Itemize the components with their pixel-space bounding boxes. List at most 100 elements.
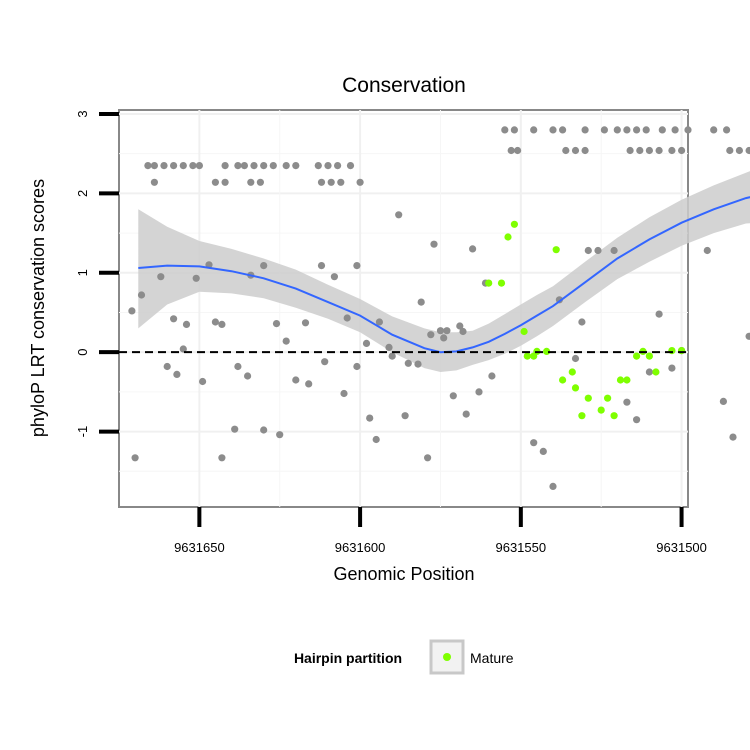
point (645, 146, 654, 155)
point (388, 352, 396, 360)
point (157, 273, 165, 281)
point (549, 482, 557, 490)
point (282, 337, 290, 345)
point (211, 318, 219, 326)
x-tick-label: 9631500 (656, 540, 707, 555)
point (642, 126, 650, 134)
point (623, 398, 631, 406)
y-tick-label: -1 (75, 426, 90, 438)
point (170, 315, 178, 323)
point (150, 178, 158, 186)
point (282, 162, 290, 170)
point (179, 162, 187, 170)
point (218, 454, 226, 462)
point (170, 162, 178, 170)
point (729, 433, 737, 441)
point (317, 262, 326, 270)
point (655, 146, 663, 155)
confidence-ribbon-layer (138, 171, 750, 372)
point (137, 291, 146, 299)
point (372, 435, 380, 444)
point (356, 178, 364, 186)
point (539, 447, 547, 455)
point (449, 392, 457, 400)
point (562, 146, 570, 155)
point (195, 162, 203, 170)
point (189, 162, 197, 170)
point (469, 245, 477, 253)
point (510, 126, 518, 134)
plot-panel (118, 109, 689, 508)
point (301, 319, 310, 327)
point (745, 146, 750, 155)
point (559, 126, 567, 134)
point (507, 146, 515, 155)
confidence-ribbon (138, 171, 750, 372)
point (131, 454, 139, 462)
point (571, 146, 580, 155)
point (305, 380, 313, 388)
x-axis-title: Genomic Position (333, 564, 474, 584)
point (404, 359, 412, 367)
point-mature (543, 347, 551, 355)
point (671, 126, 679, 134)
point (658, 126, 666, 134)
point (633, 126, 641, 134)
point (346, 162, 355, 170)
point (327, 178, 335, 186)
point (584, 246, 592, 255)
point-mature (604, 394, 612, 402)
point (530, 439, 538, 447)
point (745, 332, 750, 340)
point (244, 372, 252, 380)
point (276, 431, 284, 439)
point (340, 389, 348, 398)
point (594, 246, 602, 255)
point (260, 262, 268, 270)
loess-smooth-line (138, 196, 750, 354)
point (668, 364, 676, 372)
point (488, 372, 496, 380)
point-mature (652, 368, 660, 376)
point (272, 320, 281, 328)
y-tick-label: 3 (75, 110, 90, 117)
point (240, 162, 248, 170)
point (581, 126, 589, 134)
x-tick-label: 9631600 (335, 540, 386, 555)
point (462, 410, 470, 418)
point (150, 162, 158, 170)
point (317, 178, 326, 186)
point (475, 388, 483, 396)
point (362, 339, 371, 347)
point-mature (510, 220, 518, 228)
point (128, 307, 136, 315)
point (321, 358, 329, 366)
point (735, 146, 744, 155)
point (385, 343, 393, 351)
y-tick-label: 2 (75, 190, 90, 197)
y-axis-title: phyloP LRT conservation scores (28, 179, 48, 437)
point (218, 320, 226, 328)
point (144, 162, 152, 170)
point-mature (485, 279, 493, 287)
point (337, 178, 345, 186)
legend: Hairpin partition Mature (294, 639, 514, 675)
point-mature (616, 376, 625, 384)
point (250, 162, 258, 170)
point (427, 331, 435, 339)
y-tick-label: 0 (75, 349, 90, 356)
point (366, 414, 374, 422)
point-mature (523, 352, 531, 360)
point (334, 162, 342, 170)
point (395, 211, 403, 219)
point (459, 327, 467, 336)
point (581, 146, 589, 155)
point (443, 327, 451, 335)
point (401, 412, 409, 420)
point (314, 162, 322, 170)
point (353, 262, 361, 270)
point (610, 246, 618, 255)
point (578, 318, 586, 326)
chart-title: Conservation (342, 74, 466, 97)
